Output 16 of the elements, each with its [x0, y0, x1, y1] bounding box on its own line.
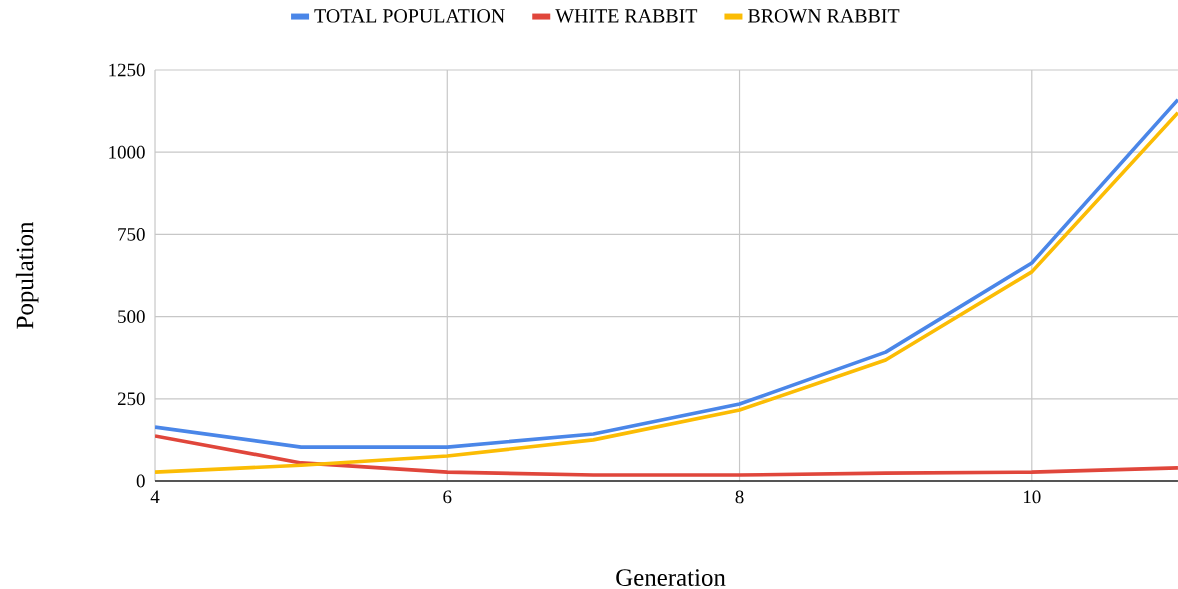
y-tick-label: 750: [118, 228, 145, 241]
legend-label: TOTAL POPULATION: [314, 9, 505, 23]
x-tick-label: 10: [1024, 490, 1041, 504]
y-tick-label: 0: [136, 474, 145, 488]
y-tick-label: 1250: [109, 63, 145, 77]
y-tick-label: 1000: [109, 145, 145, 159]
x-axis-title: Generation: [616, 569, 726, 586]
y-tick-label: 500: [118, 310, 145, 323]
x-tick-label: 4: [150, 490, 160, 503]
y-axis-title: Population: [15, 221, 39, 329]
x-tick-label: 6: [443, 490, 452, 504]
legend-label: WHITE RABBIT: [555, 9, 698, 23]
y-tick-label: 250: [117, 392, 145, 406]
x-tick-label: 8: [735, 490, 744, 504]
legend-label: BROWN RABBIT: [748, 9, 900, 23]
line-series: [155, 434, 1178, 477]
